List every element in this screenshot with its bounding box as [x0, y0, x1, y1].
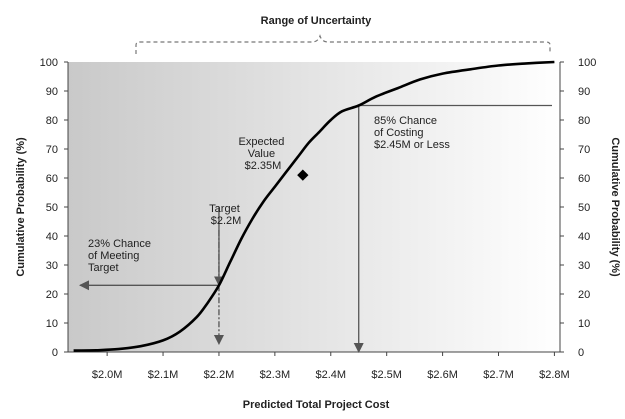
x-tick-label: $2.0M	[92, 369, 123, 381]
x-ticks: $2.0M $2.1M $2.2M $2.3M $2.4M $2.5M $2.6M $2.7M…	[92, 352, 570, 381]
y-tick-label-left: 40	[46, 231, 58, 243]
x-tick-label: $2.8M	[539, 369, 570, 381]
target-label: Target $2.2M	[209, 203, 243, 227]
expected-value-label: Expected Value $2.35M	[239, 136, 288, 172]
y-tick-label-left: 100	[40, 57, 58, 69]
y-tick-label-right: 30	[578, 260, 590, 272]
y-axis-title-left: Cumulative Probability (%)	[15, 137, 27, 277]
uncertainty-bracket	[135, 34, 551, 54]
x-tick-label: $2.5M	[371, 369, 402, 381]
x-tick-label: $2.3M	[260, 369, 291, 381]
costing-chance-label: 85% Chance of Costing $2.45M or Less	[374, 115, 450, 151]
expected-value-marker	[297, 169, 309, 181]
y-tick-label-left: 60	[46, 173, 58, 185]
x-tick-label: $2.7M	[483, 369, 514, 381]
y-tick-label-right: 40	[578, 231, 590, 243]
x-tick-label: $2.1M	[148, 369, 179, 381]
x-tick-label: $2.2M	[204, 369, 235, 381]
y-tick-label-left: 80	[46, 115, 58, 127]
y-tick-label-right: 20	[578, 289, 590, 301]
y-tick-label-left: 30	[46, 260, 58, 272]
chart-title: Range of Uncertainty	[261, 15, 373, 27]
y-tick-label-left: 20	[46, 289, 58, 301]
y-tick-label-right: 100	[578, 57, 596, 69]
y-axis-title-right: Cumulative Probability (%)	[609, 137, 621, 277]
y-tick-label-right: 70	[578, 144, 590, 156]
y-tick-label-right: 50	[578, 202, 590, 214]
y-ticks-right: 0 10 20 30 40 50 60 70 80 90 100	[560, 57, 596, 359]
cumulative-curve	[73, 60, 555, 352]
x-axis-title: Predicted Total Project Cost	[243, 399, 390, 411]
y-ticks-left: 0 10 20 30 40 50 60 70 80 90 100	[40, 57, 68, 359]
y-tick-label-left: 50	[46, 202, 58, 214]
y-tick-label-right: 60	[578, 173, 590, 185]
y-tick-label-right: 90	[578, 86, 590, 98]
plot-area	[68, 62, 560, 352]
y-tick-label-right: 0	[578, 347, 584, 359]
y-tick-label-left: 90	[46, 86, 58, 98]
meeting-target-label: 23% Chance of Meeting Target	[88, 238, 154, 274]
x-tick-label: $2.4M	[315, 369, 346, 381]
x-tick-label: $2.6M	[427, 369, 458, 381]
y-tick-label-left: 0	[52, 347, 58, 359]
y-tick-label-right: 10	[578, 318, 590, 330]
reference-lines	[79, 104, 552, 353]
y-tick-label-right: 80	[578, 115, 590, 127]
y-tick-label-left: 70	[46, 144, 58, 156]
y-tick-label-left: 10	[46, 318, 58, 330]
